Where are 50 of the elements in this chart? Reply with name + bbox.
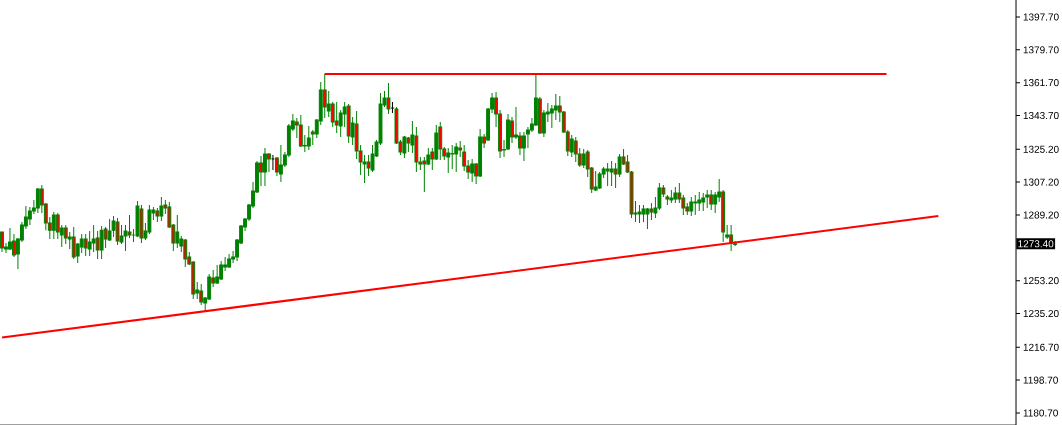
candlestick [83, 233, 88, 257]
candlestick [199, 283, 204, 306]
candlestick [271, 154, 275, 171]
candlestick [609, 160, 614, 187]
candlestick [63, 224, 68, 245]
y-tick-label: 1253.20 [1023, 277, 1059, 285]
candlestick [99, 225, 104, 260]
y-tick-label: 1361.70 [1023, 79, 1059, 87]
candlestick [51, 211, 56, 240]
y-tick-label: 1307.20 [1023, 178, 1059, 186]
candlestick [693, 194, 698, 216]
y-tick-label: 1180.70 [1023, 409, 1058, 417]
y-tick-label: 1397.70 [1023, 13, 1059, 21]
candlestick [705, 189, 710, 209]
candlestick [581, 148, 586, 169]
y-tick-label: 1289.20 [1023, 211, 1059, 219]
candlestick [334, 101, 339, 134]
y-tick-label: 1343.70 [1023, 111, 1059, 120]
candlestick [462, 144, 467, 172]
candlestick [91, 224, 96, 253]
candlestick [79, 233, 84, 254]
candlestick [175, 214, 180, 249]
candlestick [219, 260, 224, 281]
candlestick [127, 214, 132, 239]
candlestick [573, 136, 578, 163]
candlestick [553, 93, 558, 121]
candlestick [263, 147, 267, 187]
y-tick-label: 1325.20 [1023, 145, 1059, 153]
candlestick [370, 144, 375, 173]
candlestick [569, 134, 574, 158]
candlestick [0, 231, 4, 253]
y-tick-label: 1216.70 [1023, 343, 1059, 351]
y-tick-label: 1379.70 [1023, 46, 1059, 54]
text: 1273.40 [1018, 240, 1054, 248]
candlestick [422, 156, 427, 193]
candlestick [298, 114, 303, 148]
candlestick [207, 273, 212, 301]
candlestick [35, 187, 40, 214]
candlestick [713, 191, 718, 214]
candlestick [450, 144, 455, 170]
candlestick [709, 189, 714, 211]
candlestick [522, 131, 526, 162]
candlestick [115, 217, 120, 246]
candlestick [446, 147, 451, 174]
candlestick [645, 207, 650, 230]
y-tick-label: 1198.70 [1023, 376, 1058, 384]
candlestick [95, 230, 100, 260]
candlestick [689, 196, 694, 217]
y-tick-label: 1235.20 [1023, 309, 1059, 318]
candlestick [215, 264, 220, 285]
